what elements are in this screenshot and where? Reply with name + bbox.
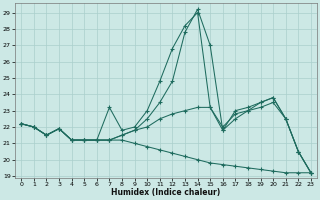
X-axis label: Humidex (Indice chaleur): Humidex (Indice chaleur) (111, 188, 221, 197)
